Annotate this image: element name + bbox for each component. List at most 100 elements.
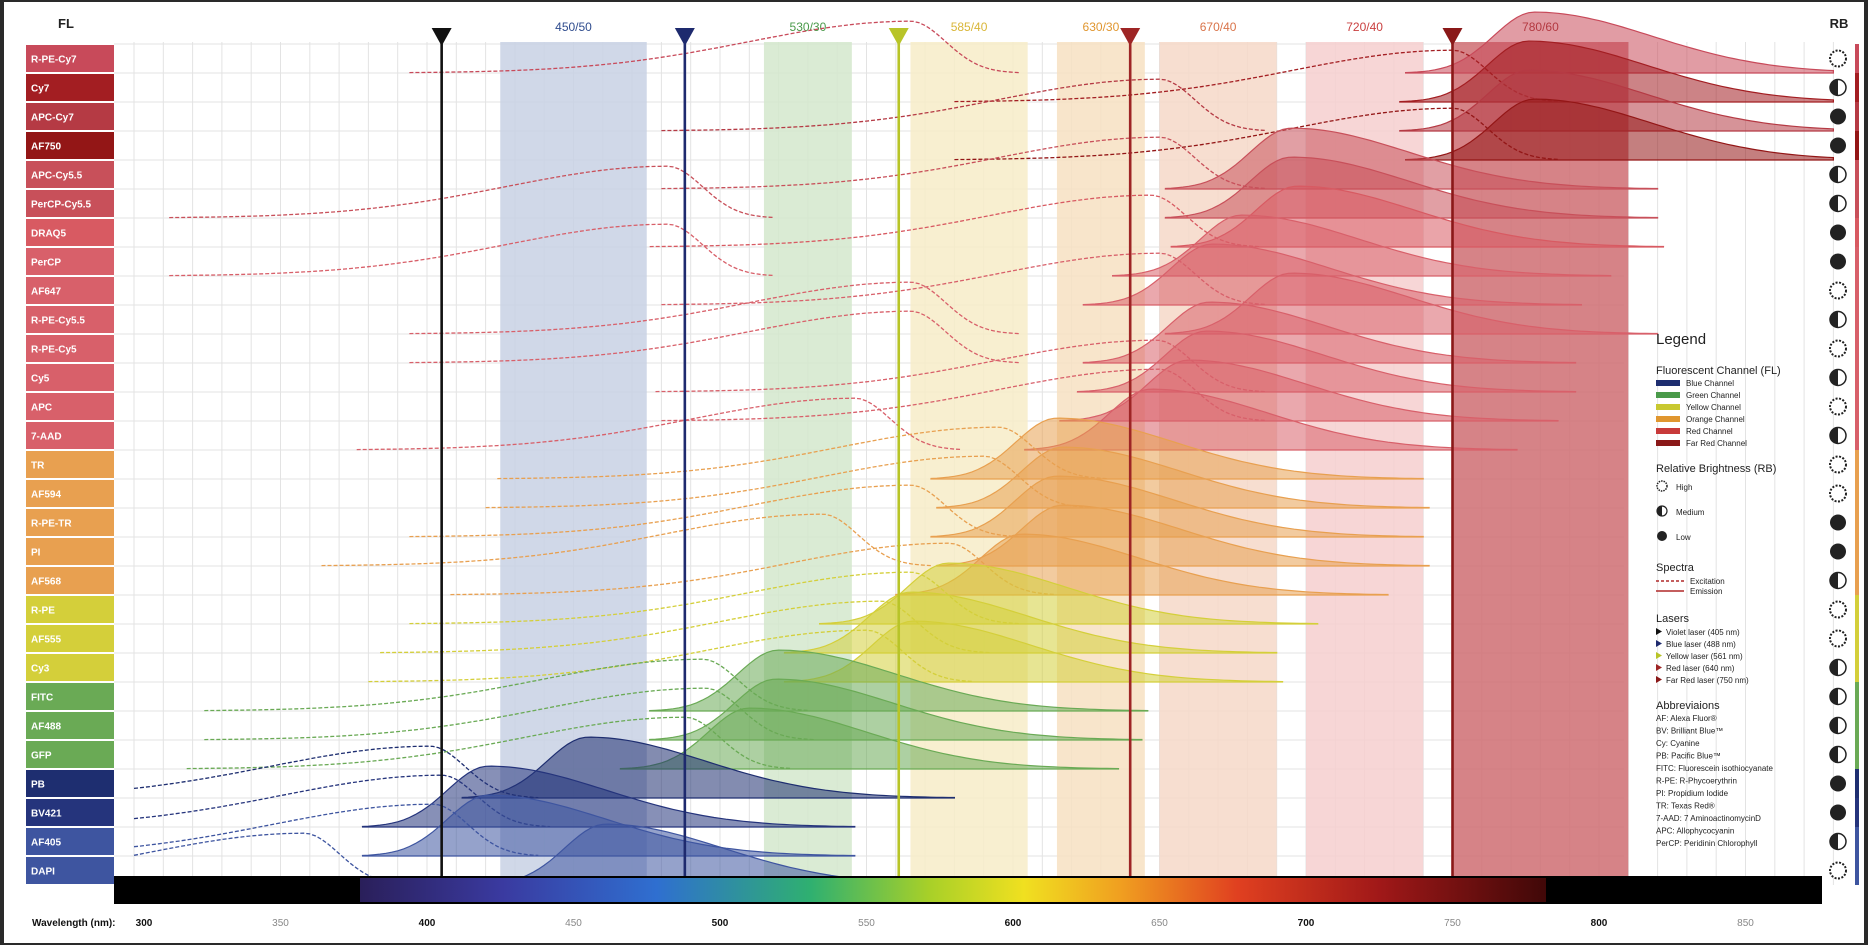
brightness-medium-half bbox=[1830, 717, 1838, 734]
legend-laser-label: Blue laser (488 nm) bbox=[1666, 640, 1736, 649]
fluorochrome-label-box bbox=[26, 335, 114, 362]
channel-strip bbox=[1855, 798, 1859, 827]
fluorochrome-label-box bbox=[26, 770, 114, 797]
channel-strip bbox=[1855, 624, 1859, 653]
excitation-curve bbox=[409, 20, 1019, 74]
laser-marker bbox=[431, 28, 452, 46]
fluorochrome-label: 7-AAD bbox=[31, 432, 62, 443]
fluorochrome-label-box bbox=[26, 74, 114, 101]
legend-channel-swatch bbox=[1656, 428, 1680, 434]
emission-curve bbox=[1404, 98, 1834, 161]
channel-strip bbox=[1855, 537, 1859, 566]
excitation-curve bbox=[368, 629, 973, 683]
x-tick-label: 850 bbox=[1737, 918, 1754, 929]
brightness-medium-half bbox=[1830, 746, 1838, 763]
legend-laser-icon bbox=[1656, 676, 1662, 683]
legend-laser-icon bbox=[1656, 628, 1662, 635]
fluorochrome-label: AF405 bbox=[31, 838, 61, 849]
laser-marker bbox=[1120, 28, 1141, 46]
fluorochrome-label-box bbox=[26, 480, 114, 507]
filter-label: 450/50 bbox=[555, 20, 592, 34]
fluorochrome-label: R-PE-Cy5 bbox=[31, 345, 77, 356]
brightness-medium-half bbox=[1830, 572, 1838, 589]
x-tick-label: 450 bbox=[565, 918, 582, 929]
channel-strip bbox=[1855, 566, 1859, 595]
filter-label: 630/30 bbox=[1083, 20, 1120, 34]
fluorochrome-label-box bbox=[26, 625, 114, 652]
excitation-curve bbox=[450, 542, 1055, 596]
legend-brightness-high-icon bbox=[1656, 480, 1668, 492]
spectra-chart: FL RB 450/50 530/30 585/40 630/30 670/40 720/… bbox=[26, 11, 1859, 929]
legend-brightness-medium-half bbox=[1657, 506, 1662, 516]
channel-strip bbox=[1855, 595, 1859, 624]
fluorochrome-label-box bbox=[26, 567, 114, 594]
fluorochrome-label-box bbox=[26, 190, 114, 217]
figure-panel: FL RB 450/50 530/30 585/40 630/30 670/40 720/… bbox=[4, 2, 1864, 943]
fluorochrome-label-box bbox=[26, 799, 114, 826]
excitation-curve bbox=[954, 49, 1559, 103]
excitation-curve bbox=[204, 687, 814, 741]
channel-strip bbox=[1855, 276, 1859, 305]
channel-strip bbox=[1855, 856, 1859, 885]
fluorochrome-label: TR bbox=[31, 461, 45, 472]
excitation-curve bbox=[409, 484, 1019, 538]
x-tick-label: 750 bbox=[1444, 918, 1461, 929]
x-tick-label: 600 bbox=[1005, 918, 1022, 929]
laser-marker bbox=[1442, 28, 1463, 46]
brightness-high-icon bbox=[1829, 629, 1847, 648]
x-axis-label: Wavelength (nm): bbox=[32, 918, 116, 929]
legend-laser-icon bbox=[1656, 664, 1662, 671]
legend-abbrev-item: TR: Texas Red® bbox=[1656, 802, 1715, 811]
fluorochrome-label-box bbox=[26, 248, 114, 275]
legend-laser-label: Red laser (640 nm) bbox=[1666, 664, 1735, 673]
fluorochrome-label: PerCP-Cy5.5 bbox=[31, 200, 91, 211]
fluorochrome-label: APC-Cy7 bbox=[31, 113, 74, 124]
fl-column-title: FL bbox=[58, 16, 74, 31]
filter-label: 585/40 bbox=[951, 20, 988, 34]
excitation-curve bbox=[655, 339, 1266, 393]
laser-marker bbox=[888, 28, 909, 46]
channel-strip bbox=[1855, 189, 1859, 218]
excitation-curve bbox=[954, 107, 1559, 161]
excitation-curve bbox=[649, 194, 1260, 248]
legend-abbrev-item: AF: Alexa Fluor® bbox=[1656, 714, 1717, 723]
x-tick-label: 700 bbox=[1298, 918, 1315, 929]
legend-brightness-label: Low bbox=[1676, 533, 1691, 542]
emission-curve bbox=[783, 620, 1284, 683]
legend-abbrev-item: PB: Pacific Blue™ bbox=[1656, 752, 1721, 761]
channel-strip bbox=[1855, 653, 1859, 682]
channel-strip bbox=[1855, 247, 1859, 276]
fluorochrome-label-box bbox=[26, 509, 114, 536]
brightness-medium-half bbox=[1830, 195, 1838, 212]
legend-laser-label: Far Red laser (750 nm) bbox=[1666, 676, 1749, 685]
legend-brightness-label: Medium bbox=[1676, 508, 1705, 517]
brightness-low-icon bbox=[1830, 804, 1846, 821]
brightness-medium-half bbox=[1830, 79, 1838, 96]
brightness-high-icon bbox=[1829, 49, 1847, 68]
legend-laser-label: Violet laser (405 nm) bbox=[1666, 628, 1740, 637]
fluorochrome-label: PI bbox=[31, 548, 41, 559]
legend-laser-icon bbox=[1656, 652, 1662, 659]
legend-abbrev-item: FITC: Fluorescein isothiocyanate bbox=[1656, 764, 1773, 773]
legend-abbrev-item: Cy: Cyanine bbox=[1656, 739, 1700, 748]
fluorochrome-label: AF568 bbox=[31, 577, 61, 588]
legend-spectra-label: Emission bbox=[1690, 587, 1722, 596]
fluorochrome-label-box bbox=[26, 306, 114, 333]
fluorochrome-label-box bbox=[26, 277, 114, 304]
x-tick-label: 300 bbox=[136, 918, 153, 929]
x-tick-label: 500 bbox=[712, 918, 729, 929]
legend-abbrev-title: Abbreviaions bbox=[1656, 700, 1720, 712]
fluorochrome-label: AF488 bbox=[31, 722, 61, 733]
channel-strip bbox=[1855, 44, 1859, 73]
fluorochrome-label: APC bbox=[31, 403, 52, 414]
channel-strip bbox=[1855, 102, 1859, 131]
fluorochrome-label-box bbox=[26, 132, 114, 159]
fluorochrome-label: Cy3 bbox=[31, 664, 50, 675]
channel-strip bbox=[1855, 218, 1859, 247]
fluorochrome-label-box bbox=[26, 161, 114, 188]
fluorochrome-label-box bbox=[26, 741, 114, 768]
brightness-high-icon bbox=[1829, 455, 1847, 474]
channel-strip bbox=[1855, 363, 1859, 392]
emission-curve bbox=[461, 736, 955, 799]
legend-abbrev-item: PI: Propidium Iodide bbox=[1656, 789, 1729, 798]
